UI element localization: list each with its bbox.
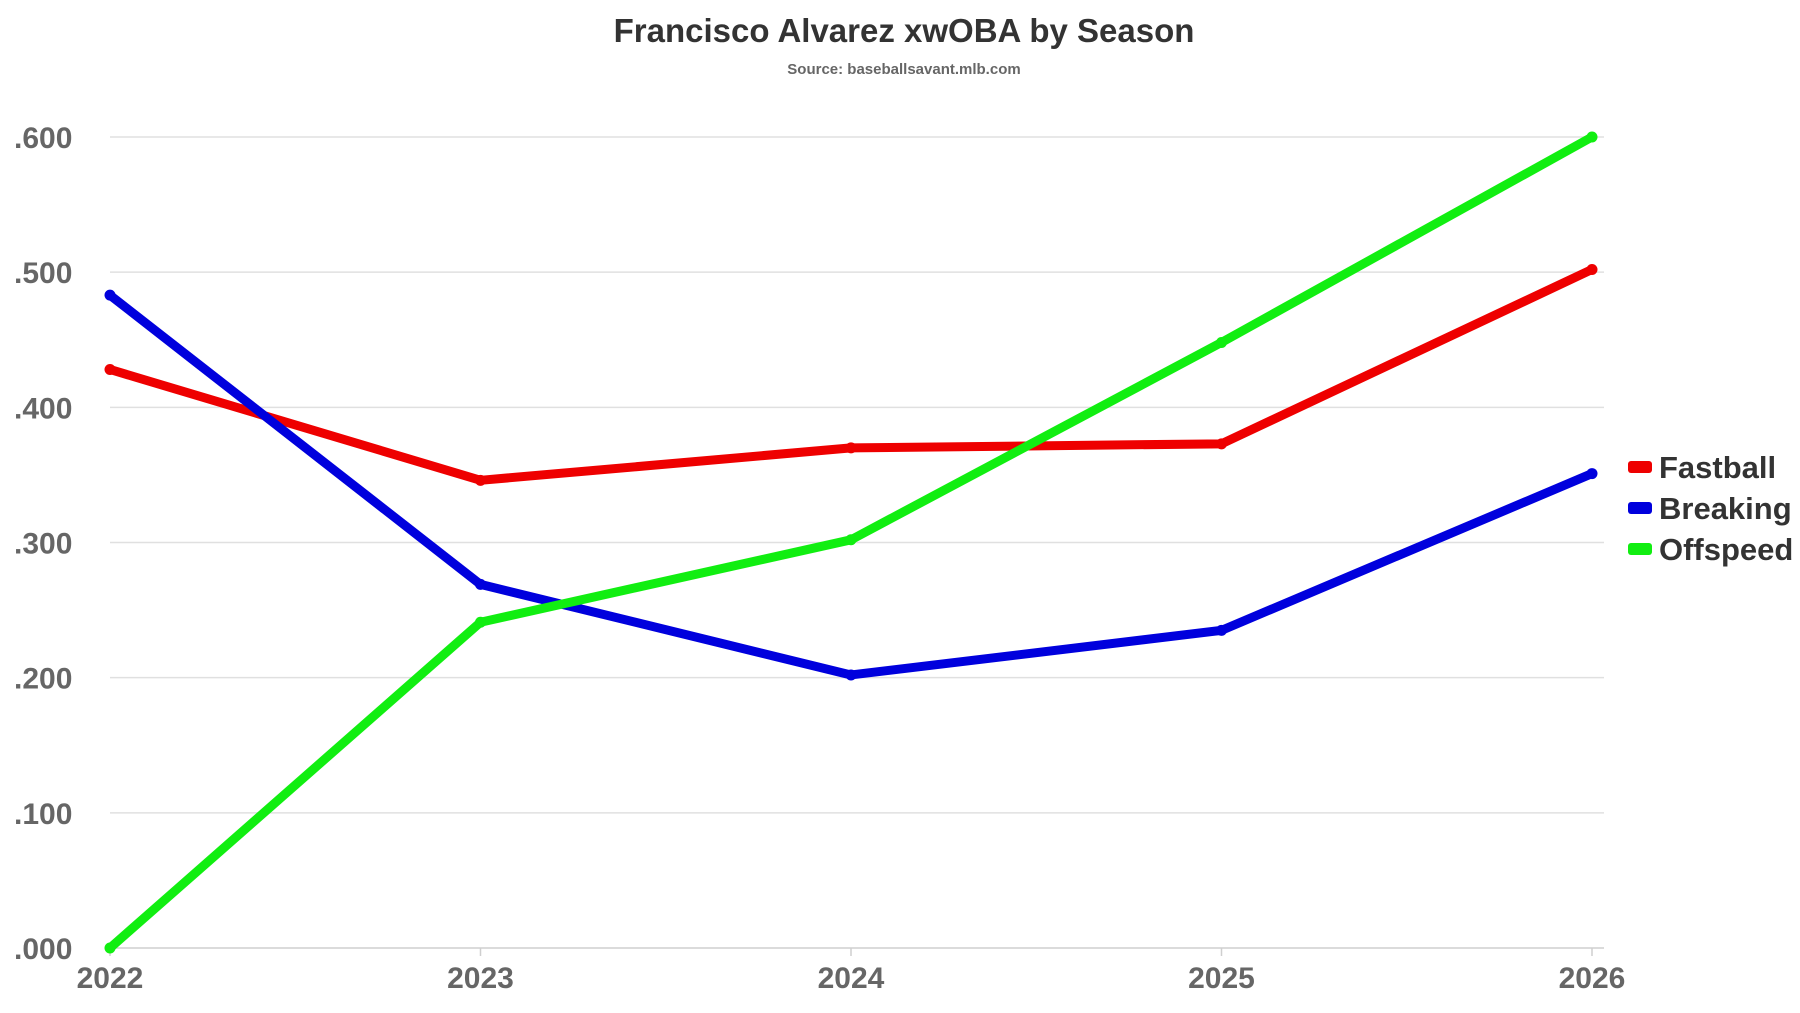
x-tick-label: 2022 — [77, 962, 144, 995]
data-point-breaking — [104, 289, 116, 301]
y-tick-label: .200 — [14, 663, 72, 696]
data-point-breaking — [845, 669, 857, 681]
y-tick-label: .100 — [14, 798, 72, 831]
y-tick-label: .000 — [14, 933, 72, 966]
chart-subtitle: Source: baseballsavant.mlb.com — [787, 61, 1020, 78]
legend: Fastball Breaking Offspeed — [1628, 450, 1793, 567]
data-point-offspeed — [1216, 336, 1227, 348]
series-lines — [104, 131, 1598, 954]
legend-swatch-breaking — [1628, 502, 1652, 514]
x-tick-label: 2024 — [818, 962, 885, 995]
x-tick-label: 2023 — [447, 962, 514, 995]
data-point-fastball — [1216, 438, 1227, 450]
data-point-breaking — [475, 578, 486, 590]
data-point-offspeed — [104, 942, 116, 954]
chart-title: Francisco Alvarez xwOBA by Season — [614, 12, 1195, 49]
data-point-fastball — [475, 474, 486, 486]
data-point-offspeed — [475, 616, 486, 628]
y-axis-ticks: .000 .100 .200 .300 .400 .500 .600 — [14, 122, 72, 966]
data-point-fastball — [1586, 263, 1598, 275]
legend-label-offspeed: Offspeed — [1659, 532, 1793, 567]
data-point-fastball — [845, 442, 857, 454]
legend-swatch-offspeed — [1628, 543, 1652, 555]
data-point-offspeed — [1586, 131, 1598, 143]
legend-label-breaking: Breaking — [1659, 491, 1792, 526]
data-point-offspeed — [845, 534, 857, 546]
legend-swatch-fastball — [1628, 461, 1652, 473]
x-tick-label: 2026 — [1559, 962, 1626, 995]
legend-label-fastball: Fastball — [1659, 450, 1776, 485]
y-tick-label: .300 — [14, 528, 72, 561]
data-point-fastball — [104, 363, 116, 375]
data-point-breaking — [1216, 624, 1227, 636]
y-tick-label: .500 — [14, 257, 72, 290]
x-tick-label: 2025 — [1188, 962, 1255, 995]
y-tick-label: .400 — [14, 392, 72, 425]
series-line-breaking — [105, 290, 1597, 680]
x-axis-ticks: 2022 2023 2024 2025 2026 — [77, 948, 1626, 995]
data-point-breaking — [1586, 468, 1598, 480]
y-tick-label: .600 — [14, 122, 72, 155]
